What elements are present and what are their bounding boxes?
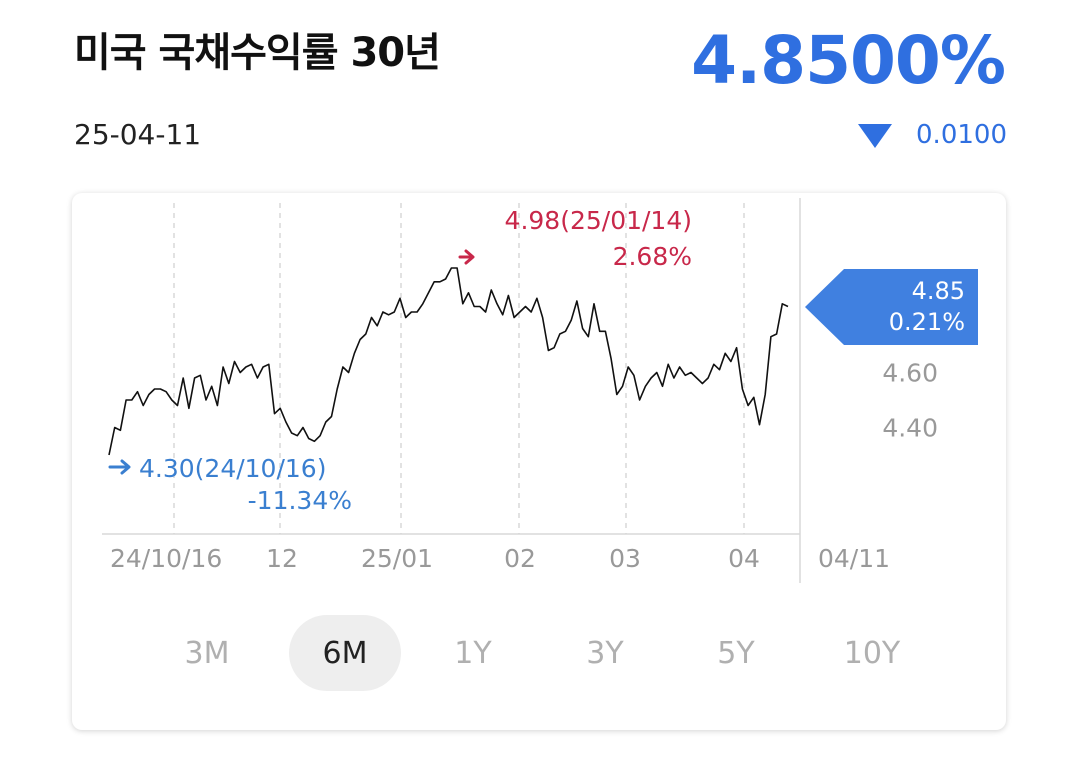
down-arrow-icon	[858, 124, 893, 148]
tab-3y[interactable]: 3Y	[586, 635, 624, 671]
tab-5y[interactable]: 5Y	[717, 635, 755, 671]
high-annotation-label: 4.98(25/01/14)	[505, 206, 692, 235]
y-tick-label: 4.60	[882, 359, 938, 388]
chart-card: 4.60 4.40 24/10/16 12 25/01 02 03 04 04/11 4.98(2…	[72, 193, 1006, 730]
page-title: 미국 국채수익률 30년	[74, 30, 441, 76]
range-tabs: 3M 6M 1Y 3Y 5Y 10Y	[72, 615, 1006, 691]
x-tick-label: 02	[504, 544, 536, 573]
high-arrow-icon	[458, 249, 475, 265]
tab-10y[interactable]: 10Y	[843, 635, 901, 671]
last-value-pct: 0.21%	[889, 308, 965, 336]
series-line	[108, 267, 789, 456]
high-annotation-pct: 2.68%	[613, 242, 692, 271]
x-tick-label: 24/10/16	[110, 544, 222, 573]
y-tick-label: 4.40	[882, 414, 938, 443]
x-tick-label: 04	[728, 544, 760, 573]
price-change-value: 0.0100	[916, 120, 1007, 150]
last-value-label: 4.85	[912, 277, 965, 305]
x-tick-label: 04/11	[818, 544, 890, 573]
price-change: 0.0100	[858, 120, 1007, 150]
quote-date: 25-04-11	[74, 118, 202, 151]
low-arrow-icon	[108, 459, 131, 475]
yield-chart[interactable]: 4.60 4.40 24/10/16 12 25/01 02 03 04 04/11 4.98(2…	[72, 193, 1006, 613]
x-tick-label: 03	[609, 544, 641, 573]
low-annotation-pct: -11.34%	[248, 486, 352, 515]
tab-6m[interactable]: 6M	[289, 615, 401, 691]
last-value-badge	[805, 269, 978, 345]
tab-1y[interactable]: 1Y	[454, 635, 492, 671]
tab-3m[interactable]: 3M	[184, 635, 230, 671]
x-tick-label: 25/01	[361, 544, 433, 573]
x-tick-label: 12	[266, 544, 298, 573]
current-price: 4.8500%	[691, 22, 1006, 99]
low-annotation-label: 4.30(24/10/16)	[139, 454, 326, 483]
